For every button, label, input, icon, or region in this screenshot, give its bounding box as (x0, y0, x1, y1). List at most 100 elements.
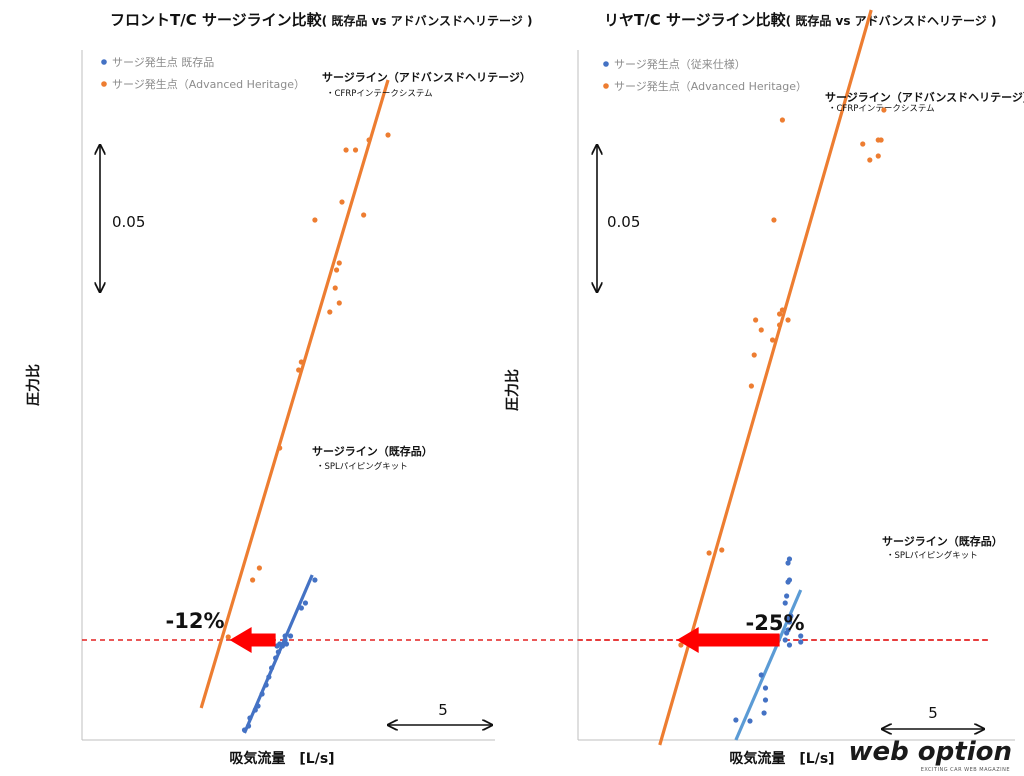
data-point (336, 300, 342, 306)
data-point (252, 707, 258, 713)
data-point (282, 633, 288, 639)
data-point (225, 634, 231, 640)
data-point (241, 727, 248, 733)
data-point (678, 642, 684, 648)
data-point (343, 147, 349, 153)
surge-line-sublabel: ・CFRPインテークシステム (326, 89, 433, 99)
surge-line-label: サージライン（アドバンスドヘリテージ） (322, 71, 531, 84)
legend-label: サージ発生点（Advanced Heritage） (112, 77, 305, 91)
y-axis-label: 圧力比 (25, 364, 42, 406)
data-point (751, 352, 757, 358)
data-point (332, 285, 338, 291)
surge-line-label: サージライン（アドバンスドヘリテージ） (825, 91, 1024, 104)
data-point (758, 672, 764, 678)
data-point (256, 565, 262, 571)
data-point (776, 322, 783, 328)
watermark-subtext: EXCITING CAR WEB MAGAZINE (921, 767, 1010, 773)
data-point (786, 642, 793, 648)
surge-line-label: サージライン（既存品） (312, 444, 433, 458)
data-point (361, 212, 367, 218)
legend-marker (603, 61, 609, 67)
front-turbo-chart: フロントT/C サージライン比較( 既存品 vs アドバンスドヘリテージ ) サー… (25, 11, 990, 767)
data-point (782, 600, 788, 606)
data-point (875, 137, 881, 143)
surge-line (199, 79, 390, 709)
surge-line-sublabel: ・SPLパイピングキット (316, 461, 408, 472)
y-scale-label: 0.05 (607, 213, 640, 231)
legend-label: サージ発生点（Advanced Heritage） (614, 79, 807, 93)
data-point (296, 367, 302, 373)
data-point (747, 718, 753, 724)
data-point (733, 717, 739, 723)
data-point (753, 317, 759, 323)
rear-turbo-chart: リヤT/C サージライン比較( 既存品 vs アドバンスドヘリテージ ) サージ発… (504, 9, 1024, 767)
surge-line-sublabel: ・SPLパイピングキット (886, 550, 978, 561)
data-point (259, 691, 265, 697)
data-point (277, 445, 283, 451)
chart-title-main: フロントT/C サージライン比較 (110, 11, 323, 29)
chart-title-suffix: ( 既存品 vs アドバンスドヘリテージ ) (786, 13, 997, 28)
data-point (298, 605, 304, 611)
data-point (748, 383, 754, 389)
data-point (706, 550, 712, 556)
data-point (366, 137, 372, 143)
data-point (782, 637, 788, 643)
legend-marker (101, 81, 107, 87)
data-point (779, 117, 786, 123)
data-point (327, 309, 333, 315)
data-point (268, 665, 275, 671)
data-point (312, 577, 318, 583)
data-point (255, 703, 261, 709)
data-point (247, 715, 253, 721)
shift-percent-label: -12% (166, 609, 225, 633)
legend-label: サージ発生点 既存品 (112, 55, 214, 69)
shift-arrow (229, 627, 276, 653)
data-point (302, 600, 309, 606)
data-point (312, 217, 318, 223)
data-point (762, 685, 769, 691)
data-point (769, 337, 776, 343)
data-point (245, 723, 252, 729)
data-point (761, 710, 767, 716)
x-axis-label: 吸気流量 [L/s] (229, 750, 334, 767)
data-point (339, 199, 345, 205)
data-point (798, 639, 804, 645)
data-point (385, 132, 391, 138)
data-point (779, 307, 786, 313)
surge-line (658, 9, 873, 746)
legend-marker (603, 83, 609, 89)
data-point (875, 153, 881, 159)
data-point (881, 107, 887, 113)
data-point (784, 593, 790, 599)
chart-title: フロントT/C サージライン比較( 既存品 vs アドバンスドヘリテージ ) (110, 11, 532, 29)
data-point (333, 267, 340, 273)
chart-title-main: リヤT/C サージライン比較 (604, 11, 787, 29)
data-point (250, 577, 256, 583)
legend-marker (101, 59, 107, 65)
data-point (785, 317, 791, 323)
data-point (277, 641, 283, 647)
data-point (860, 141, 866, 147)
chart-title-suffix: ( 既存品 vs アドバンスドヘリテージ ) (322, 13, 533, 28)
legend-label: サージ発生点（従来仕様） (614, 57, 746, 71)
shift-percent-label: -25% (746, 611, 805, 635)
data-point (298, 359, 304, 365)
x-scale-label: 5 (438, 701, 448, 719)
data-point (283, 641, 290, 647)
data-point (758, 327, 764, 333)
x-axis-label: 吸気流量 [L/s] (729, 750, 834, 767)
watermark-text: web option (848, 737, 1012, 767)
y-scale-label: 0.05 (112, 213, 145, 231)
surge-line-label: サージライン（既存品） (882, 534, 1003, 548)
data-point (785, 627, 791, 633)
data-point (776, 311, 783, 317)
shift-arrow (676, 627, 780, 653)
data-point (273, 655, 279, 661)
surge-line-sublabel: ・CFRPインテークシステム (828, 104, 935, 114)
data-point (867, 157, 873, 163)
data-point (786, 556, 793, 562)
data-point (786, 577, 793, 583)
data-point (275, 649, 281, 655)
data-point (352, 147, 359, 153)
